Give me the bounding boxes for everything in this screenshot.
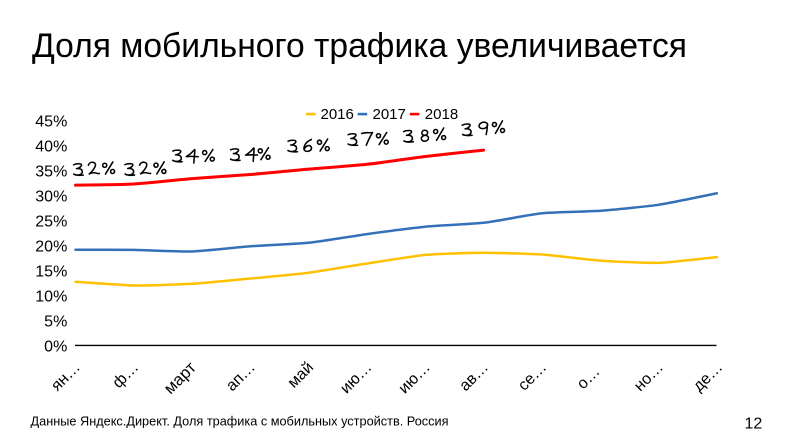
svg-text:12: 12 — [745, 415, 763, 432]
svg-text:40%: 40% — [35, 139, 67, 156]
svg-text:5%: 5% — [44, 314, 67, 331]
svg-text:Данные Яндекс.Директ. Доля тра: Данные Яндекс.Директ. Доля трафика с моб… — [31, 414, 449, 429]
svg-text:10%: 10% — [35, 289, 67, 306]
svg-text:25%: 25% — [35, 214, 67, 231]
svg-text:30%: 30% — [35, 189, 67, 206]
svg-text:Доля мобильного трафика увелич: Доля мобильного трафика увеличивается — [32, 27, 687, 65]
svg-text:45%: 45% — [35, 114, 67, 131]
svg-text:20%: 20% — [35, 239, 67, 256]
svg-text:2016: 2016 — [321, 106, 354, 123]
svg-text:2017: 2017 — [373, 106, 406, 123]
svg-text:35%: 35% — [35, 164, 67, 181]
svg-text:2018: 2018 — [425, 106, 458, 123]
svg-text:0%: 0% — [44, 339, 67, 356]
svg-text:15%: 15% — [35, 264, 67, 281]
